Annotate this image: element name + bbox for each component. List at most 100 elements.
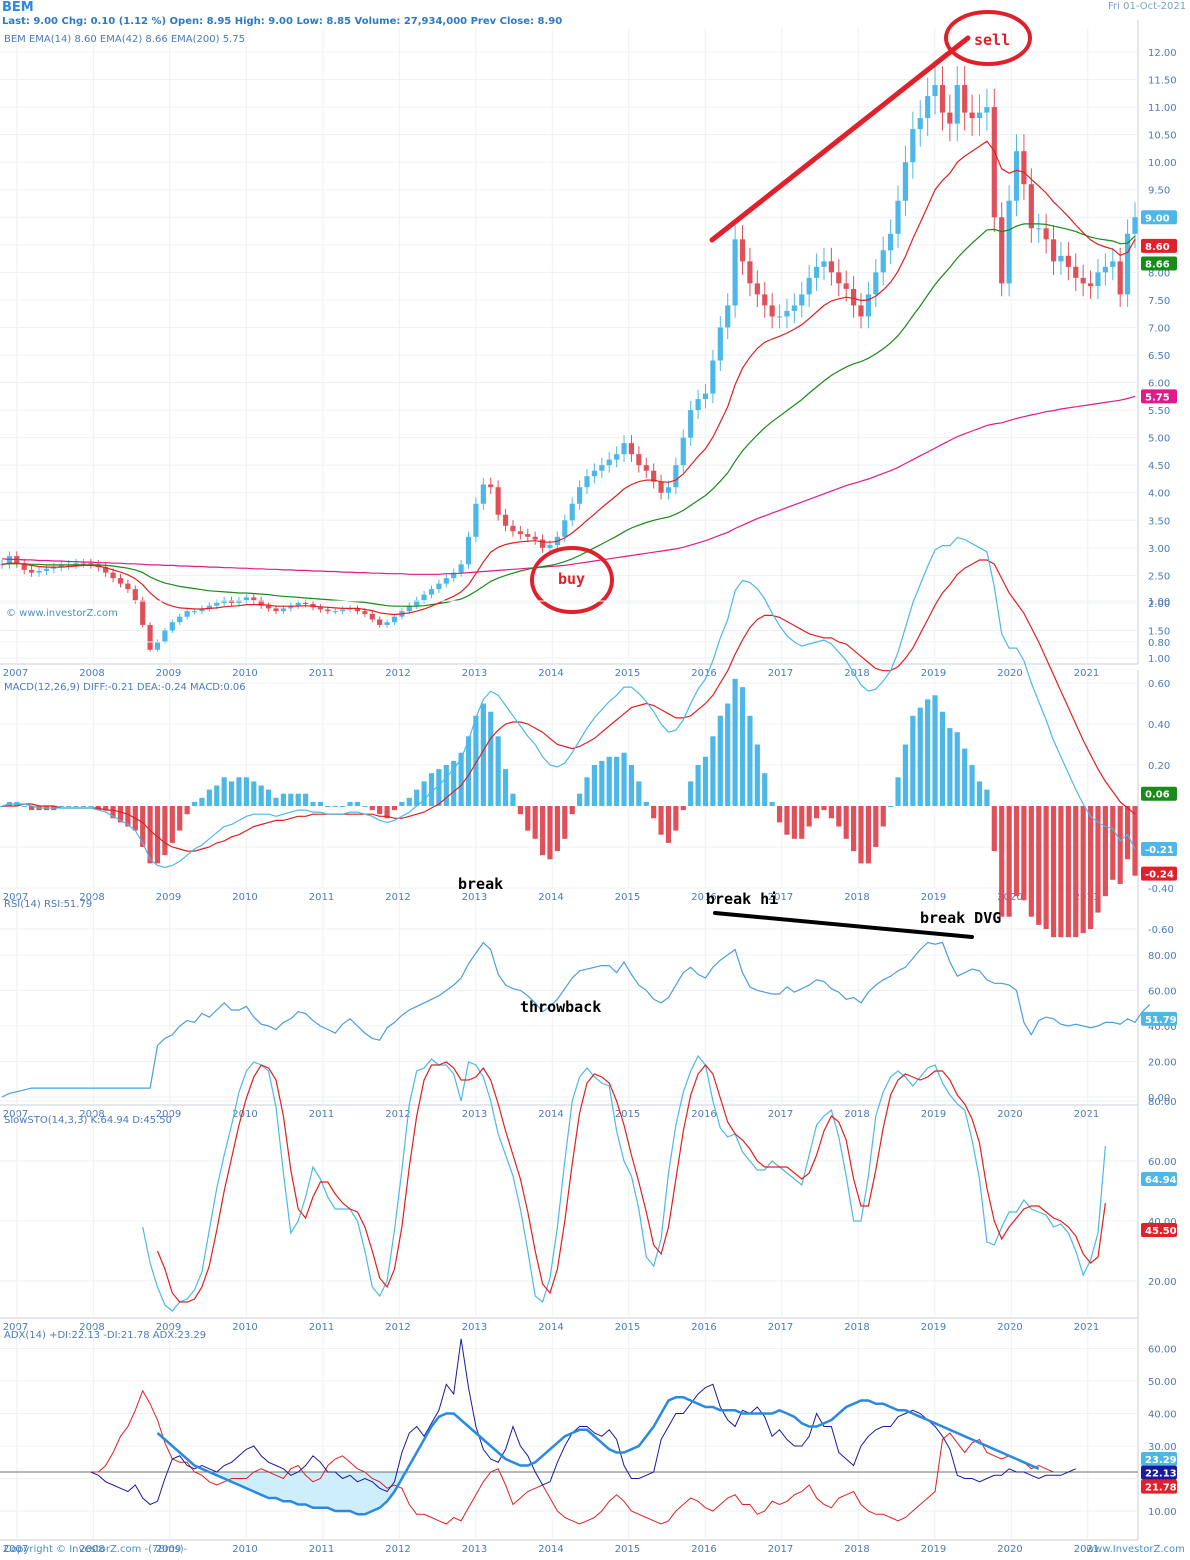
x-tick-label: 2008 (79, 1109, 104, 1120)
candle (317, 607, 324, 610)
macd-histogram-bar (1110, 806, 1116, 880)
candle (362, 611, 368, 614)
macd-histogram-bar (191, 801, 198, 806)
candle (80, 563, 87, 565)
x-tick-label: 2021 (1074, 892, 1099, 903)
candle (895, 200, 901, 234)
macd-histogram-bar (614, 756, 620, 806)
macd-histogram-bar (443, 765, 449, 806)
macd-histogram-bar (66, 806, 72, 807)
candle (206, 605, 212, 609)
rsi-y-tick: 20.00 (1148, 1057, 1177, 1068)
x-tick-label: 2014 (538, 1322, 563, 1333)
adx-y-tick: 10.00 (1148, 1507, 1177, 1518)
macd-histogram-bar (888, 806, 894, 807)
ema200-line (1, 395, 1136, 575)
price-y-tick: 1.00 (1148, 654, 1170, 665)
macd-histogram-bar (1080, 806, 1086, 934)
quote-line: Last: 9.00 Chg: 0.10 (1.12 %) Open: 8.95… (2, 16, 563, 27)
macd-histogram-bar (991, 806, 997, 852)
macd-histogram-bar (562, 806, 568, 839)
macd-histogram-bar (836, 806, 842, 827)
macd-histogram-bar (651, 806, 657, 819)
macd-histogram-bar (947, 728, 953, 806)
x-tick-label: 2017 (768, 892, 793, 903)
ema14-line (1, 140, 1136, 616)
x-tick-label: 2018 (844, 892, 869, 903)
x-tick-label: 2009 (156, 892, 181, 903)
candle (873, 272, 879, 295)
candle (902, 162, 909, 201)
candle (421, 594, 427, 601)
candle (888, 233, 894, 251)
macd-histogram-bar (813, 806, 820, 819)
price-last-tag-bg (1141, 210, 1177, 225)
dea-last-tag: -0.24 (1145, 870, 1174, 881)
x-tick-label: 2021 (1074, 668, 1099, 679)
di-plus-last-tag: 22.13 (1145, 1469, 1177, 1480)
macd-histogram-bar (177, 806, 183, 831)
adx-legend: ADX(14) +DI:22.13 -DI:21.78 ADX:23.29 (4, 1330, 206, 1341)
macd-histogram-bar (910, 715, 916, 806)
sto-k-last-tag-bg (1141, 1172, 1177, 1186)
candle (880, 250, 886, 273)
candle (1095, 272, 1101, 287)
macd-diff-line (1, 536, 1136, 869)
candle (665, 487, 672, 493)
macd-histogram-bar (695, 765, 701, 806)
candle (377, 619, 383, 625)
macd-histogram-bar (1125, 806, 1131, 860)
macd-histogram-bar (925, 699, 931, 806)
candle (117, 578, 124, 584)
candle (1065, 255, 1071, 267)
candle (243, 597, 249, 601)
x-tick-label: 2017 (768, 1109, 793, 1120)
x-tick-label: 2017 (768, 1544, 793, 1555)
candle (451, 572, 457, 579)
macd-histogram-bar (577, 793, 583, 806)
macd-histogram-bar (288, 793, 294, 806)
candle (865, 294, 872, 317)
ema200-last-tag: 5.75 (1145, 392, 1170, 403)
x-tick-label: 2021 (1074, 1109, 1099, 1120)
x-tick-label: 2010 (232, 1109, 257, 1120)
candle (43, 568, 50, 571)
x-tick-label: 2014 (538, 1544, 563, 1555)
candle (769, 305, 775, 317)
macd-histogram-bar (1006, 806, 1012, 917)
candle (828, 261, 834, 273)
sto-k-last-tag: 64.94 (1145, 1175, 1177, 1186)
x-tick-label: 2013 (462, 668, 487, 679)
price-y-tick: 4.00 (1148, 489, 1170, 500)
x-tick-label: 2018 (844, 668, 869, 679)
adx-y-tick: 40.00 (1148, 1410, 1177, 1421)
macd-histogram-bar (569, 806, 575, 815)
di-minus-line (90, 1389, 1054, 1525)
ema14-last-tag: 8.60 (1145, 242, 1170, 253)
x-tick-label: 2011 (309, 892, 334, 903)
macd-histogram-bar (599, 760, 605, 806)
price-y-tick: 3.50 (1148, 516, 1170, 527)
watermark: © www.investorZ.com (6, 608, 118, 619)
macd-histogram-bar (554, 806, 560, 852)
x-tick-label: 2019 (921, 668, 946, 679)
macd-histogram-bar (680, 806, 686, 811)
x-tick-label: 2018 (844, 1322, 869, 1333)
macd-histogram-bar (214, 785, 220, 806)
candle (858, 305, 864, 317)
x-tick-label: 2013 (462, 892, 487, 903)
candle (1125, 233, 1131, 295)
candle (851, 288, 857, 306)
macd-histogram-bar (517, 806, 523, 815)
macd-y-tick: 0.40 (1148, 720, 1170, 731)
candle (199, 608, 205, 612)
macd-histogram-bar (243, 777, 249, 806)
adx-y-tick: 60.00 (1148, 1345, 1177, 1356)
x-tick-label: 2012 (385, 1322, 410, 1333)
macd-histogram-bar (206, 789, 212, 806)
macd-histogram-bar (384, 806, 390, 819)
candle (577, 487, 583, 504)
macd-histogram-bar (488, 711, 494, 806)
macd-last-tag-bg (1141, 786, 1177, 801)
